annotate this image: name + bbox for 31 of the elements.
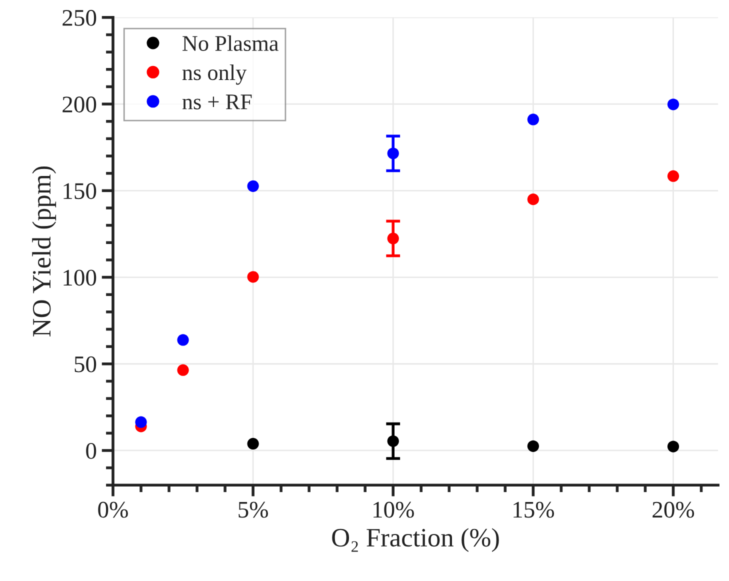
y-tick-label: 50 <box>74 356 96 372</box>
point <box>247 180 259 192</box>
x-axis-title: O₂ Fraction (%) <box>332 528 499 552</box>
x-tick-label: 5% <box>238 502 268 518</box>
legend-label: No Plasma <box>182 35 278 51</box>
point <box>387 435 399 447</box>
y-tick-label: 100 <box>64 270 96 286</box>
point <box>527 194 539 206</box>
point <box>667 98 680 110</box>
x-tick-label: 0% <box>98 502 128 518</box>
point <box>247 438 259 450</box>
point <box>527 114 539 126</box>
y-tick-label: 150 <box>64 183 96 200</box>
y-tick-label: 250 <box>62 10 96 26</box>
y-axis-title: NO Yield (ppm) <box>32 166 56 337</box>
point <box>667 170 680 182</box>
point <box>527 440 539 452</box>
point <box>667 440 680 452</box>
point <box>387 232 399 244</box>
legend-label: ns + RF <box>182 94 252 110</box>
x-tick-label: 20% <box>652 502 694 518</box>
point <box>177 334 189 346</box>
y-tick-label: 0 <box>86 442 96 459</box>
x-tick-label: 10% <box>374 502 414 518</box>
point <box>177 364 189 376</box>
point <box>247 271 259 283</box>
point <box>135 416 147 428</box>
y-tick-label: 200 <box>62 96 96 112</box>
legend-label: ns only <box>182 64 247 85</box>
x-tick-label: 15% <box>514 502 554 518</box>
point <box>387 148 399 160</box>
